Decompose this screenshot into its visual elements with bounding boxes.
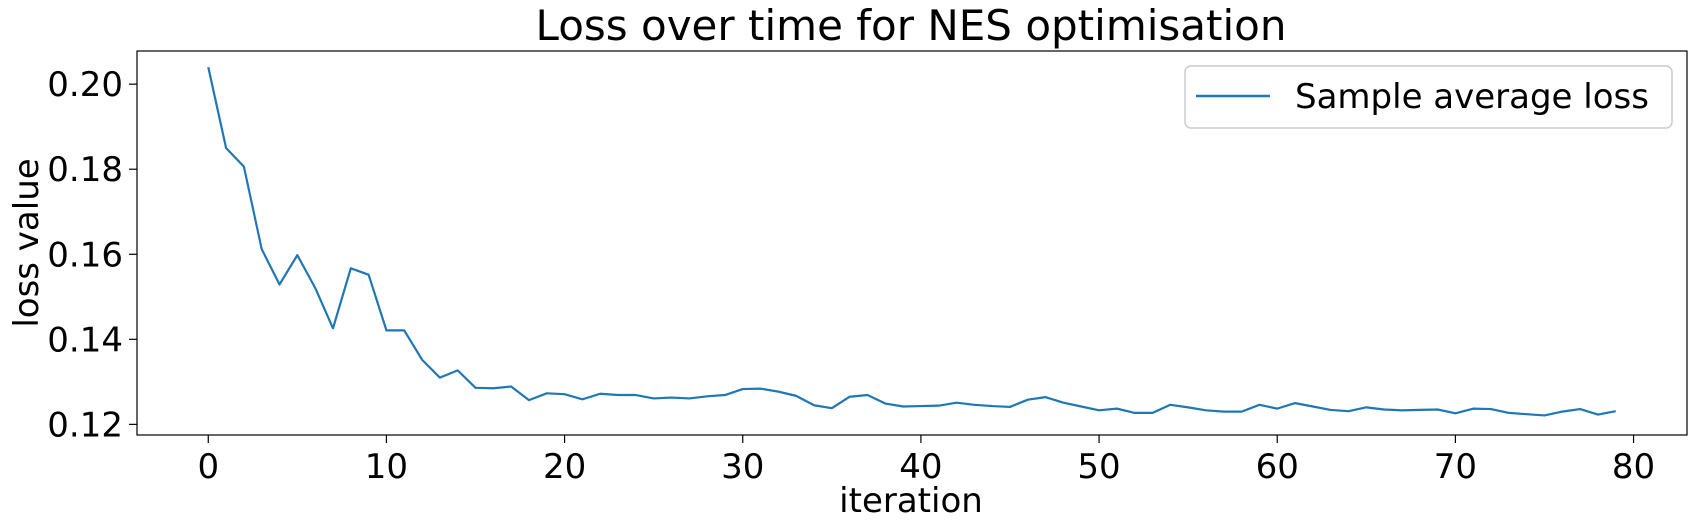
y-axis-label: loss value xyxy=(7,158,47,327)
legend-entry-label: Sample average loss xyxy=(1295,77,1649,117)
x-tick-label: 10 xyxy=(365,447,408,487)
y-tick-label: 0.16 xyxy=(47,235,123,275)
x-axis-ticks: 0 10 20 30 40 50 60 70 80 xyxy=(197,435,1655,487)
y-tick-label: 0.20 xyxy=(47,65,123,105)
series-line-0 xyxy=(207,66,1616,417)
chart-title: Loss over time for NES optimisation xyxy=(536,1,1287,50)
y-tick-label: 0.12 xyxy=(47,405,123,445)
y-tick-label: 0.18 xyxy=(47,150,123,190)
x-tick-label: 40 xyxy=(899,447,942,487)
x-tick-label: 80 xyxy=(1612,447,1655,487)
x-tick-label: 60 xyxy=(1256,447,1299,487)
legend: Sample average loss xyxy=(1184,65,1673,129)
y-tick-label: 0.14 xyxy=(47,320,123,360)
x-axis-label: iteration xyxy=(839,481,983,521)
legend-box xyxy=(1184,65,1673,129)
x-tick-label: 50 xyxy=(1077,447,1120,487)
x-tick-label: 70 xyxy=(1434,447,1477,487)
y-axis-ticks: 0.12 0.14 0.16 0.18 0.20 xyxy=(47,65,137,445)
x-tick-label: 20 xyxy=(543,447,586,487)
x-tick-label: 30 xyxy=(721,447,764,487)
x-tick-label: 0 xyxy=(197,447,219,487)
series-layer xyxy=(207,66,1616,417)
